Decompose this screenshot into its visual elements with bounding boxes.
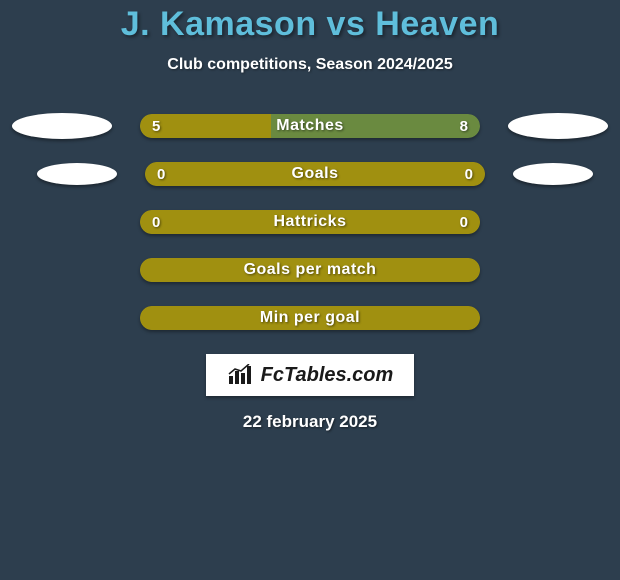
player-oval-right [513, 163, 593, 185]
comparison-row: 00Hattricks [0, 210, 620, 234]
stat-label: Hattricks [140, 210, 480, 234]
stat-label: Goals [145, 162, 485, 186]
comparison-rows: 58Matches 00Goals 00Hattricks Goals per mat… [0, 114, 620, 330]
comparison-row: Min per goal [0, 306, 620, 330]
bar-chart-icon [227, 364, 255, 386]
stat-bar: 00Goals [145, 162, 485, 186]
subtitle: Club competitions, Season 2024/2025 [0, 56, 620, 74]
date-line: 22 february 2025 [0, 412, 620, 432]
comparison-row: 58Matches [0, 114, 620, 138]
comparison-card: J. Kamason vs Heaven Club competitions, … [0, 0, 620, 432]
stat-bar: 00Hattricks [140, 210, 480, 234]
player-oval-left [37, 163, 117, 185]
player-oval-left [12, 113, 112, 139]
comparison-row: 00Goals [0, 162, 620, 186]
stat-bar: Goals per match [140, 258, 480, 282]
stat-label: Min per goal [140, 306, 480, 330]
comparison-row: Goals per match [0, 258, 620, 282]
player-oval-right [508, 113, 608, 139]
logo-badge[interactable]: FcTables.com [206, 354, 414, 396]
stat-bar: 58Matches [140, 114, 480, 138]
stat-bar: Min per goal [140, 306, 480, 330]
stat-label: Matches [140, 114, 480, 138]
stat-label: Goals per match [140, 258, 480, 282]
logo-text: FcTables.com [261, 364, 394, 387]
page-title: J. Kamason vs Heaven [0, 5, 620, 44]
